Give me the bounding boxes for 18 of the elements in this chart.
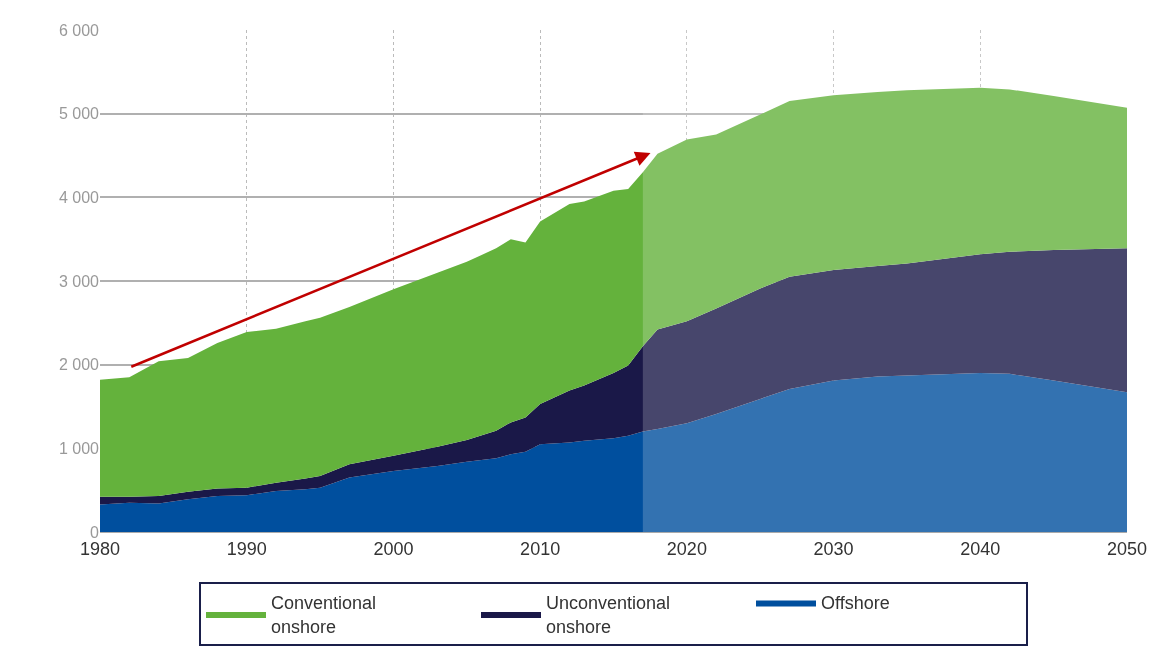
y-tick-label: 0	[90, 523, 100, 541]
y-tick-label: 5 000	[58, 105, 100, 123]
y-tick-label: 4 000	[58, 188, 100, 206]
x-tick-label: 2050	[1106, 538, 1148, 559]
x-tick-label: 1980	[79, 538, 121, 559]
y-tick-label: 2 000	[58, 356, 100, 374]
y-tick-label: 3 000	[58, 272, 100, 290]
y-tick-label: 1 000	[58, 439, 100, 457]
x-tick-label: 2030	[813, 538, 854, 559]
legend-label: Offshore	[821, 593, 890, 614]
x-tick-label: 2000	[373, 538, 414, 559]
y-tick-label: 6 000	[58, 21, 100, 39]
legend-label: Unconventional onshore	[546, 593, 671, 637]
x-tick-label: 2040	[960, 538, 1001, 559]
x-tick-label: 2020	[666, 538, 707, 559]
x-tick-label: 2010	[520, 538, 561, 559]
legend-label: Conventional onshore	[271, 593, 377, 637]
x-tick-label: 1990	[226, 538, 267, 559]
